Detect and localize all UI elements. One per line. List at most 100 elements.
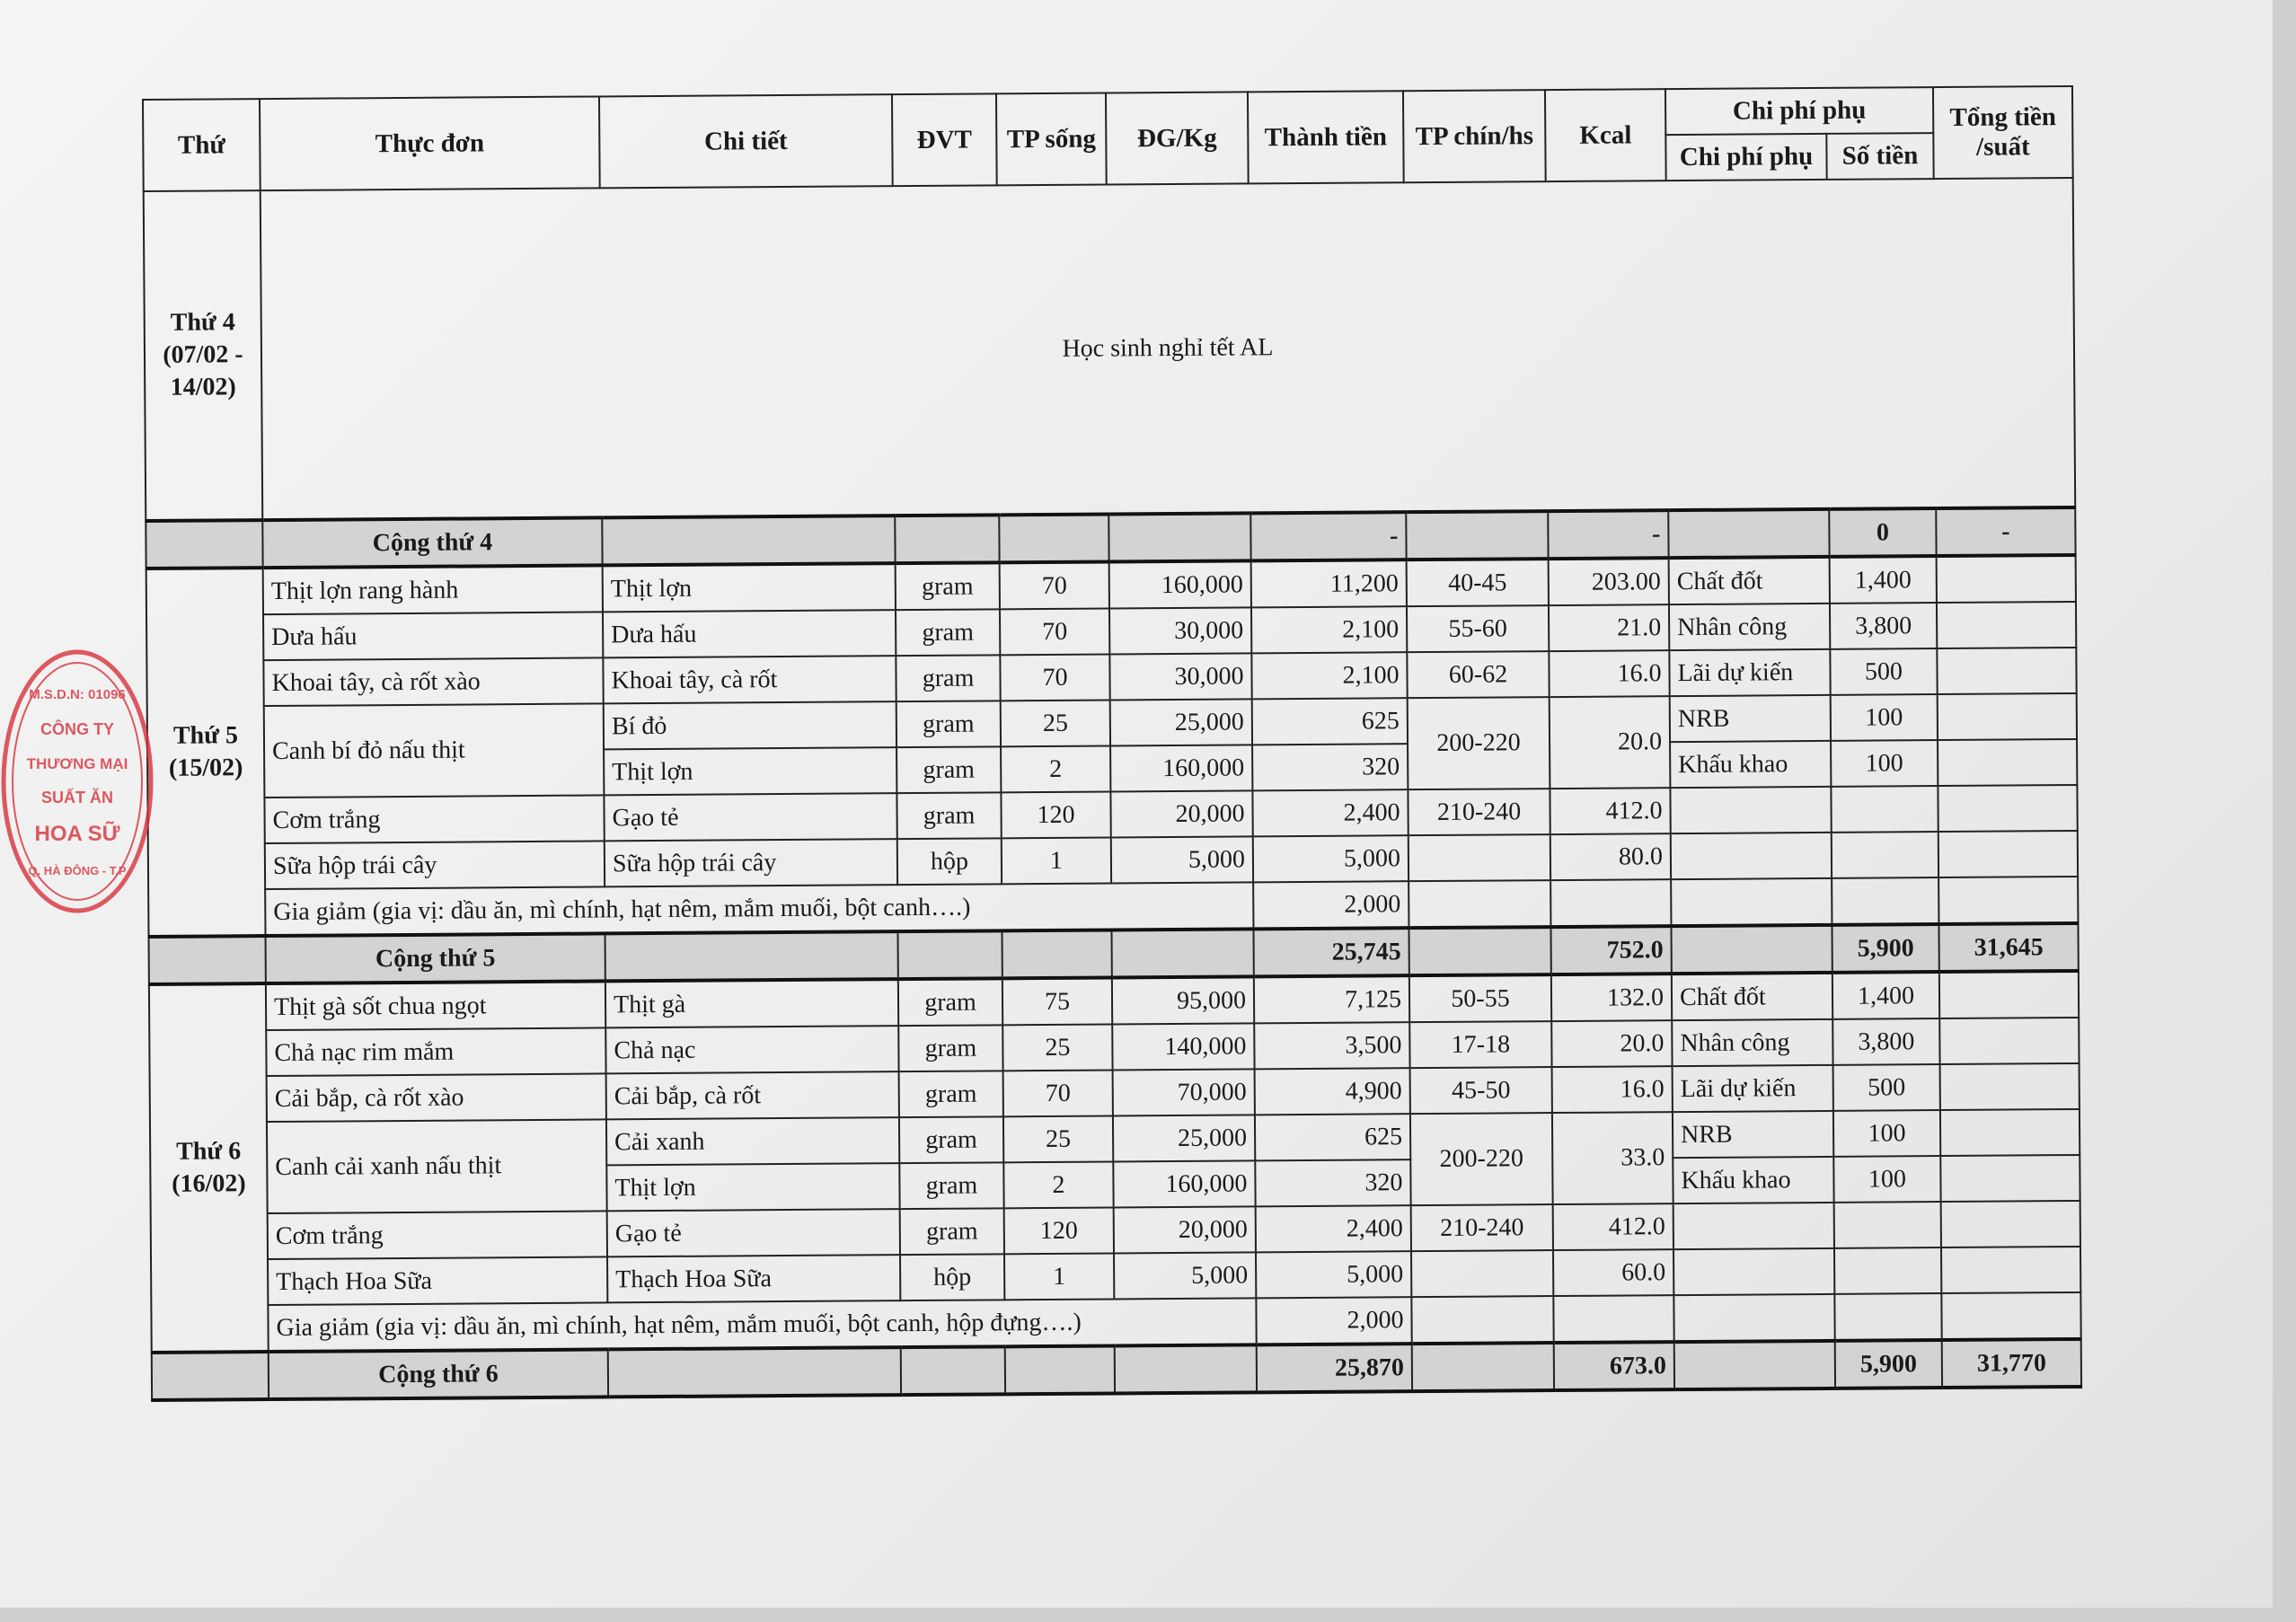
dish-name: Dưa hấu [263, 612, 604, 661]
extra-cost-amount: 100 [1831, 740, 1938, 787]
dish-name: Canh cải xanh nấu thịt [266, 1119, 607, 1214]
unit: hộp [900, 1254, 1005, 1301]
header-tong-tien: Tổng tiền /suất [1932, 85, 2073, 180]
grand-total-cell [1939, 1108, 2080, 1157]
empty-cell [1409, 880, 1551, 929]
kcal: 203.00 [1548, 558, 1669, 606]
header-tp-chin: TP chín/hs [1402, 90, 1546, 183]
extra-cost-amount [1833, 1247, 1942, 1294]
empty-cell [1550, 879, 1672, 928]
raw-weight: 120 [1001, 791, 1111, 839]
extra-cost-name: NRB [1669, 694, 1832, 743]
dish-name: Chả nạc rim mắm [266, 1027, 606, 1077]
empty-cell [1668, 508, 1830, 559]
dish-name: Cơm trắng [264, 795, 605, 844]
header-chi-tiet: Chi tiết [598, 94, 893, 189]
empty-cell [895, 515, 1000, 564]
ingredient: Chả nạc [605, 1026, 899, 1074]
extra-cost-name: Lãi dự kiến [1669, 648, 1831, 697]
grand-total-cell [1936, 554, 2076, 604]
amount: 5,000 [1255, 1251, 1412, 1299]
empty-cell [1114, 1344, 1258, 1394]
cooked-weight [1408, 834, 1551, 882]
grand-total-cell [1938, 784, 2078, 833]
unit-price: 20,000 [1110, 790, 1253, 838]
ingredient: Gạo tẻ [606, 1209, 901, 1257]
amount: 625 [1251, 698, 1409, 745]
kcal: 20.0 [1551, 1020, 1673, 1068]
unit: gram [895, 562, 1000, 611]
cooked-weight: 45-50 [1409, 1067, 1552, 1115]
grand-total-cell [1939, 1017, 2080, 1065]
unit-price: 30,000 [1109, 653, 1252, 701]
header-dvt: ĐVT [891, 93, 997, 187]
raw-weight: 25 [1002, 1115, 1114, 1163]
total-label: Cộng thứ 5 [265, 933, 605, 984]
grand-total-cell [1940, 1246, 2081, 1294]
extra-cost-amount: 3,800 [1832, 1018, 1940, 1065]
empty-cell [1004, 1345, 1116, 1395]
unit-price: 140,000 [1112, 1023, 1255, 1071]
unit: gram [898, 1025, 1003, 1072]
cooked-weight: 55-60 [1406, 605, 1550, 653]
seasoning-label: Gia giảm (gia vị: dầu ăn, mì chính, hạt … [265, 882, 1254, 937]
day-label: Thứ 5 (15/02) [146, 568, 266, 937]
extra-cost-amount [1831, 786, 1938, 833]
grand-total-cell [1938, 738, 2078, 787]
extra-cost-name [1670, 832, 1832, 880]
cooked-weight: 210-240 [1410, 1204, 1553, 1252]
extra-cost-amount: 500 [1830, 648, 1938, 695]
header-kcal: Kcal [1544, 89, 1666, 182]
unit-price: 70,000 [1112, 1069, 1255, 1116]
unit-price: 30,000 [1108, 607, 1252, 655]
total-kcal: 673.0 [1553, 1342, 1675, 1391]
kcal: 33.0 [1551, 1112, 1673, 1205]
raw-weight: 1 [1004, 1253, 1115, 1300]
ingredient: Cải bắp, cà rốt [605, 1071, 899, 1120]
extra-cost-amount: 3,800 [1829, 603, 1938, 649]
empty-cell [1108, 513, 1251, 562]
unit: gram [898, 1116, 1004, 1164]
unit-price: 95,000 [1111, 976, 1255, 1025]
cooked-weight [1410, 1250, 1554, 1298]
ingredient: Thịt gà [605, 979, 899, 1028]
raw-weight: 2 [1001, 745, 1111, 793]
unit: gram [899, 1162, 1004, 1210]
header-thanh-tien: Thành tiền [1247, 91, 1404, 184]
unit: hộp [896, 838, 1002, 886]
extra-cost-name: Chất đốt [1671, 972, 1833, 1021]
stamp-text: THƯƠNG MẠI [27, 755, 128, 772]
stamp-text: Q. HÀ ĐÔNG - T.P [28, 864, 126, 877]
header-chi-phi-phu: Chi phí phụ [1665, 133, 1827, 181]
unit-price: 160,000 [1110, 745, 1253, 792]
total-per-meal: - [1936, 507, 2076, 557]
extra-cost-name [1670, 786, 1832, 834]
unit-price: 20,000 [1113, 1206, 1256, 1254]
extra-cost-amount: 100 [1833, 1156, 1941, 1203]
unit: gram [896, 655, 1001, 702]
ingredient: Dưa hấu [603, 610, 896, 658]
unit: gram [899, 1208, 1005, 1256]
ingredient: Khoai tây, cà rốt [603, 656, 896, 704]
raw-weight: 70 [999, 561, 1109, 610]
grand-total-cell [1938, 830, 2079, 878]
unit-price: 160,000 [1108, 560, 1251, 609]
empty-cell [1553, 1295, 1674, 1344]
total-amount: - [1250, 512, 1407, 561]
dish-name: Cải bắp, cà rốt xào [266, 1073, 606, 1123]
dish-name: Thịt gà sốt chua ngọt [265, 981, 606, 1031]
dish-name: Sữa hộp trái cây [264, 841, 605, 890]
unit-price: 25,000 [1112, 1115, 1256, 1162]
stamp-text: HOA SỮ [34, 821, 119, 846]
unit: gram [896, 746, 1002, 794]
header-dg-kg: ĐG/Kg [1105, 92, 1249, 185]
kcal: 132.0 [1550, 974, 1673, 1022]
unit-price: 25,000 [1109, 699, 1253, 746]
amount: 4,900 [1254, 1068, 1410, 1115]
total-per-meal: 31,770 [1941, 1338, 2082, 1388]
empty-cell [605, 931, 898, 982]
raw-weight: 70 [999, 608, 1110, 656]
raw-weight: 25 [1000, 700, 1111, 747]
empty-cell [146, 520, 263, 569]
grand-total-cell [1940, 1154, 2080, 1203]
